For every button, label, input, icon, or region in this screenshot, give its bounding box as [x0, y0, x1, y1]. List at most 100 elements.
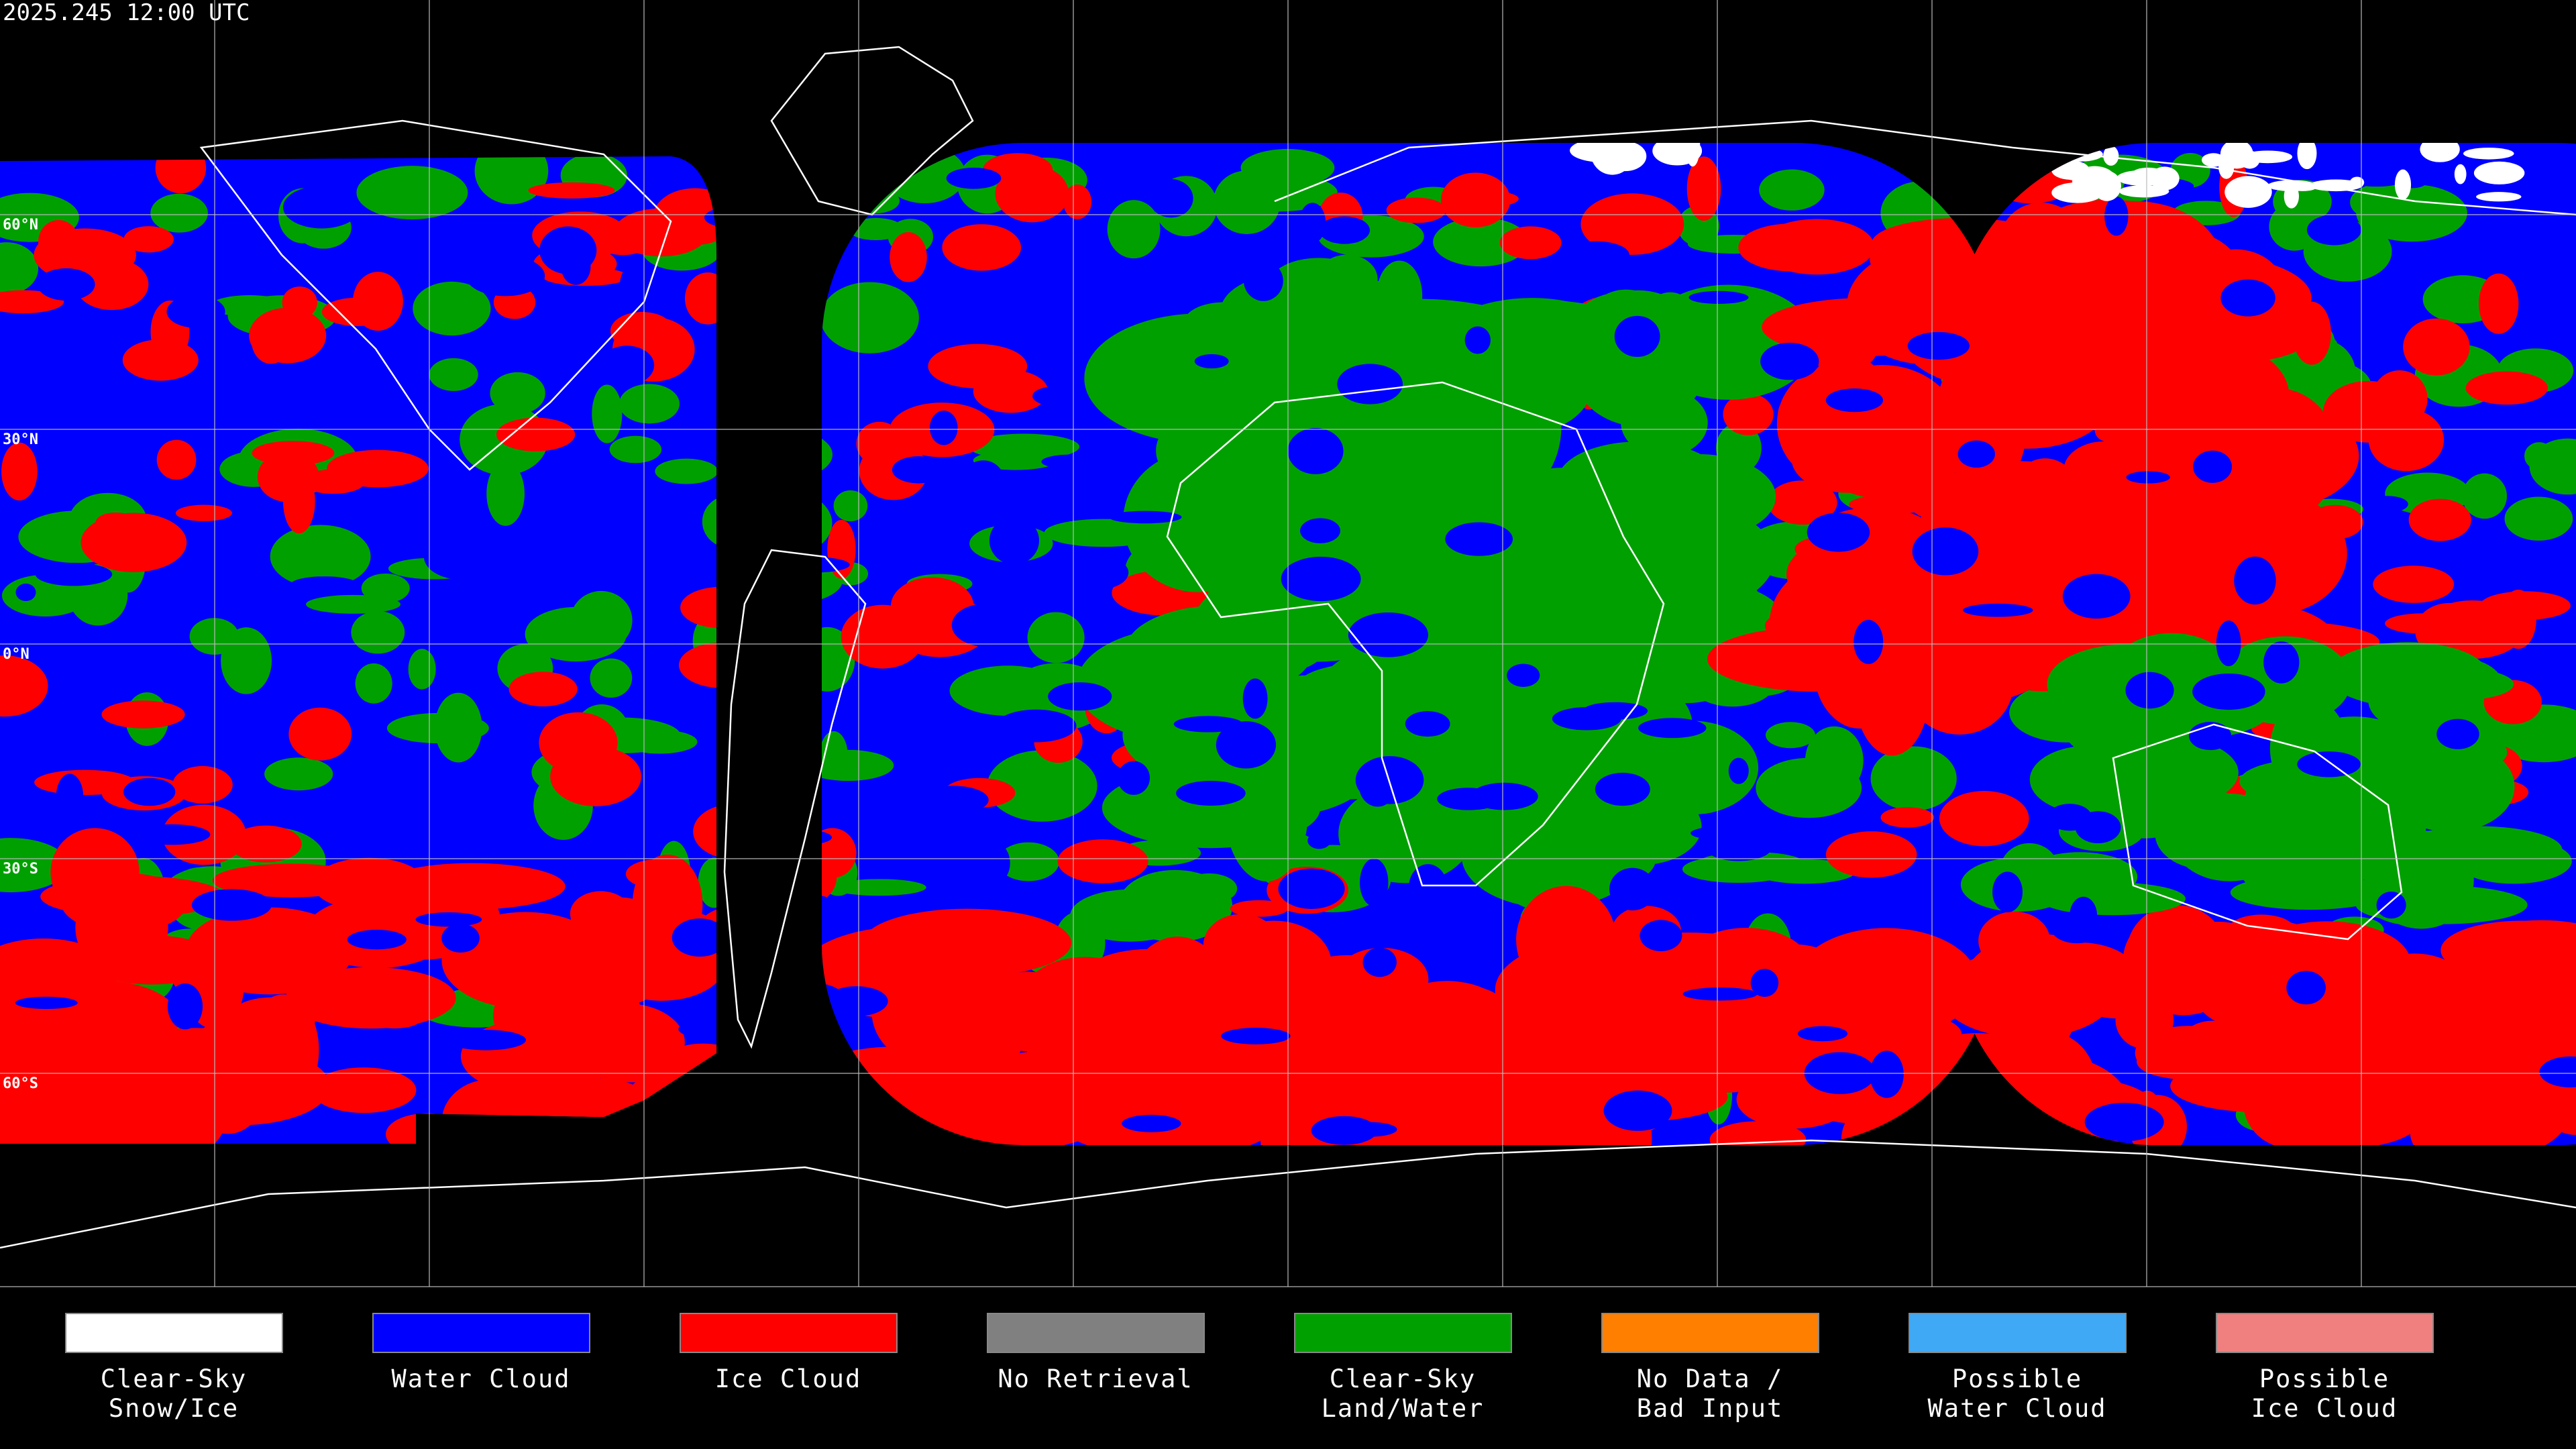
cloud-patch: [2072, 166, 2118, 197]
cloud-patch: [1362, 947, 1397, 977]
cloud-patch: [2234, 556, 2276, 605]
cloud-patch: [2193, 450, 2233, 483]
cloud-patch: [1299, 518, 1340, 543]
cloud-patch: [1102, 767, 1321, 849]
cloud-patch: [101, 700, 185, 729]
latitude-label: 30°S: [3, 861, 38, 877]
cloud-patch: [1461, 802, 1641, 908]
cloud-patch: [1203, 914, 1280, 976]
legend-label: Clear-Sky: [1330, 1364, 1476, 1393]
cloud-patch: [122, 339, 199, 381]
cloud-patch: [2473, 161, 2525, 184]
cloud-patch: [528, 182, 615, 199]
cloud-patch: [172, 765, 233, 804]
cloud-patch: [133, 824, 211, 845]
cloud-patch: [2019, 942, 2137, 1006]
cloud-patch: [1590, 143, 1635, 175]
cloud-patch: [93, 453, 122, 481]
cloud-patch: [408, 649, 436, 690]
cloud-patch: [1063, 184, 1092, 219]
cloud-patch: [2309, 179, 2363, 192]
cloud-patch: [1117, 761, 1150, 795]
cloud-patch: [1396, 1075, 1570, 1145]
cloud-patch: [973, 370, 1049, 413]
legend-label: Ice Cloud: [715, 1364, 861, 1393]
cloud-patch: [1057, 839, 1148, 883]
cloud-patch: [2454, 164, 2467, 184]
cloud-patch: [1622, 453, 1776, 539]
cloud-patch: [1230, 900, 1289, 917]
cloud-patch: [0, 1024, 127, 1083]
cloud-patch: [1337, 364, 1403, 405]
cloud-patch: [568, 1003, 685, 1082]
cloud-patch: [1638, 718, 1707, 739]
cloud-patch: [972, 841, 1010, 886]
cloud-patch: [1220, 173, 1338, 212]
cloud-patch: [618, 537, 678, 555]
cloud-patch: [655, 458, 718, 484]
cloud-patch: [1870, 746, 1957, 811]
cloud-patch: [2149, 166, 2180, 191]
cloud-patch: [360, 507, 407, 528]
cloud-patch: [1048, 682, 1112, 711]
cloud-patch: [1299, 203, 1326, 244]
cloud-patch: [1759, 219, 1875, 275]
cloud-patch: [2376, 891, 2406, 919]
cloud-patch: [1767, 480, 1837, 525]
cloud-patch: [1307, 832, 1331, 849]
cloud-patch: [929, 411, 958, 445]
cloud-patch: [1242, 678, 1268, 719]
cloud-patch: [386, 712, 489, 743]
cloud-patch: [1957, 440, 1995, 468]
cloud-patch: [508, 672, 578, 706]
cloud-patch: [2224, 176, 2272, 208]
cloud-patch: [2539, 1056, 2576, 1088]
cloud-patch: [305, 594, 401, 614]
cloud-patch: [2408, 498, 2471, 541]
cloud-patch: [622, 730, 698, 754]
cloud-patch: [595, 527, 632, 564]
cloud-patch: [1756, 757, 1862, 818]
cloud-patch: [2125, 672, 2174, 709]
cloud-patch: [609, 435, 662, 464]
cloud-patch: [1688, 290, 1749, 305]
cloud-patch: [833, 490, 868, 522]
cloud-patch: [285, 967, 456, 1029]
cloud-patch: [2462, 473, 2507, 519]
cloud-patch: [934, 1030, 1011, 1112]
cloud-patch: [288, 707, 352, 761]
cloud-patch: [1863, 417, 1988, 473]
cloud-patch: [1595, 772, 1650, 806]
cloud-patch: [34, 228, 136, 282]
cloud-patch: [1123, 450, 1274, 592]
cloud-patch: [1076, 627, 1293, 743]
cloud-patch: [353, 272, 403, 331]
cloud-patch: [1870, 223, 2075, 295]
cloud-patch: [2465, 371, 2548, 405]
cloud-patch: [1825, 388, 1884, 413]
cloud-patch: [2192, 673, 2265, 710]
cloud-patch: [1445, 522, 1513, 556]
cloud-patch: [244, 998, 305, 1032]
cloud-patch: [1452, 788, 1499, 810]
cloud-patch: [2479, 591, 2571, 621]
cloud-patch: [2170, 153, 2210, 188]
cloud-patch: [1311, 1116, 1377, 1145]
cloud-patch: [2306, 214, 2362, 246]
cloud-patch: [619, 384, 680, 424]
cloud-patch: [824, 986, 888, 1016]
cloud-patch: [1481, 468, 1650, 553]
cloud-patch: [496, 417, 576, 451]
cloud-patch: [1278, 868, 1345, 909]
cloud-patch: [942, 224, 1022, 271]
cloud-patch: [167, 983, 203, 1030]
cloud-patch: [1, 442, 38, 501]
cloud-patch: [987, 750, 1097, 822]
cloud-patch: [83, 935, 220, 985]
cloud-patch: [561, 248, 591, 285]
cloud-patch: [2051, 914, 2103, 944]
cloud-patch: [0, 838, 68, 893]
cloud-patch: [1281, 556, 1361, 602]
